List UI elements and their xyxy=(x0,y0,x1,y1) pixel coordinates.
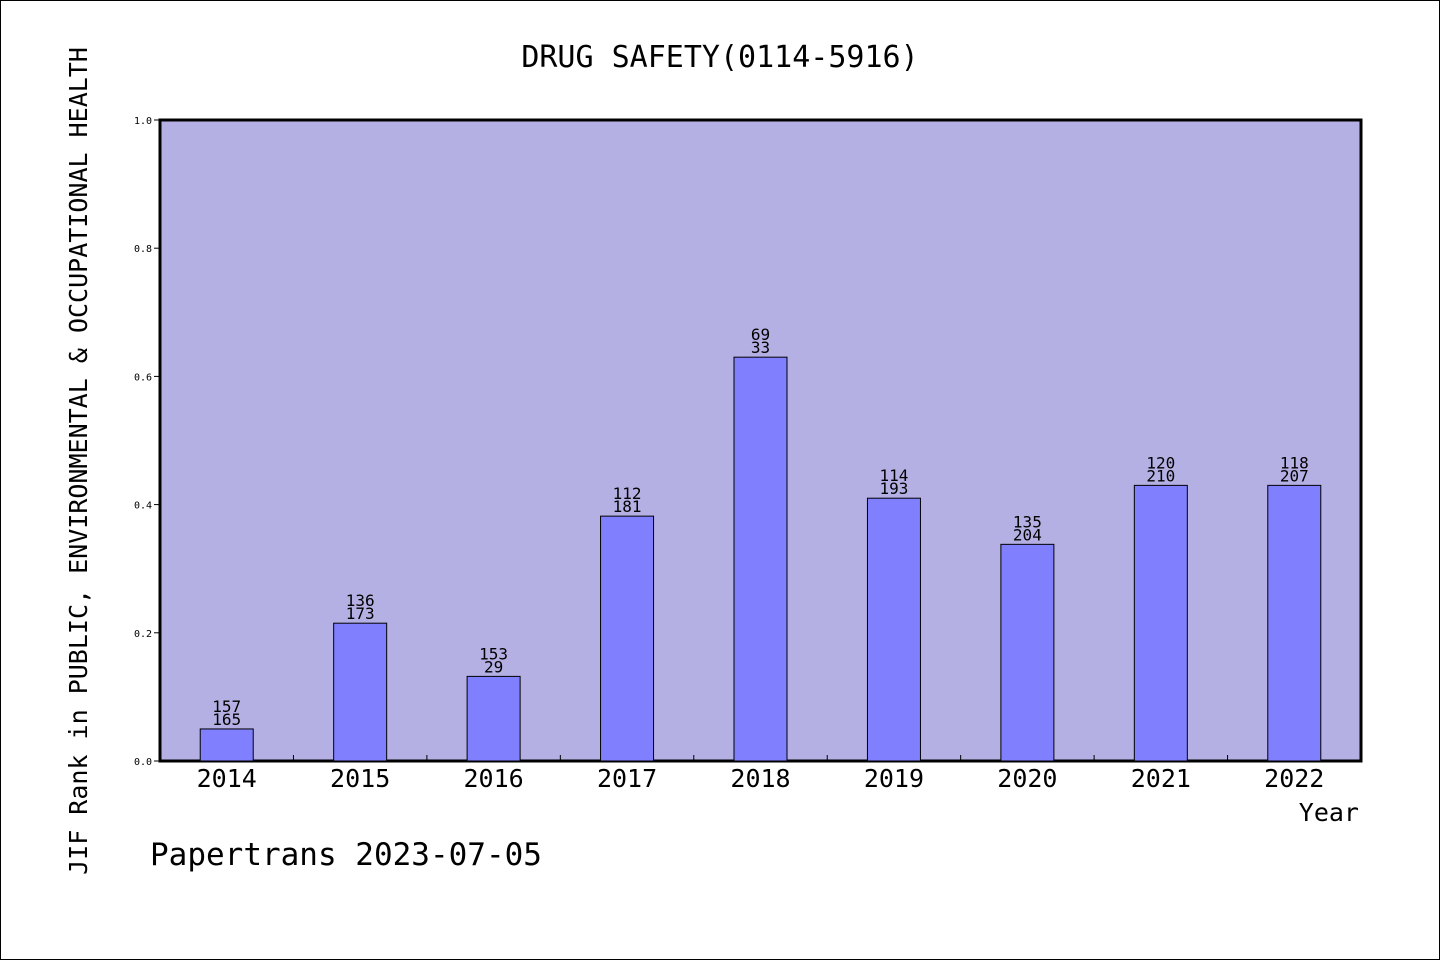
bar xyxy=(466,675,521,762)
bar-label-top: 136 xyxy=(346,591,375,610)
bar-label-bottom: 210 xyxy=(1146,466,1175,485)
chart-title: DRUG SAFETY(0114-5916) xyxy=(521,40,918,75)
bar-label-bottom: 181 xyxy=(613,497,642,516)
y-tick-label: 0.2 xyxy=(134,629,152,640)
bar xyxy=(733,356,788,762)
bar-series xyxy=(199,356,1322,762)
y-tick-label: 0.4 xyxy=(134,501,152,512)
x-tick-label: 2017 xyxy=(597,764,657,793)
bar-label-bottom: 33 xyxy=(751,338,770,357)
bar xyxy=(866,497,921,762)
bar xyxy=(199,728,254,762)
bar xyxy=(333,622,388,762)
x-tick-label: 2020 xyxy=(997,764,1057,793)
bar-label-top: 69 xyxy=(751,325,770,344)
x-axis: 2014 2015 2016 2017 2018 2019 2020 2021 2022 xyxy=(197,755,1324,793)
x-axis-label: Year xyxy=(1299,798,1359,827)
footer-stamp: Papertrans 2023-07-05 xyxy=(150,837,542,873)
bar xyxy=(1000,543,1055,762)
bar-label-top: 135 xyxy=(1013,512,1042,531)
bar-label-bottom: 165 xyxy=(212,710,241,729)
y-tick-label: 0.8 xyxy=(134,244,152,255)
bar-label-bottom: 207 xyxy=(1280,466,1309,485)
bar-label-bottom: 193 xyxy=(879,479,908,498)
bar xyxy=(1133,484,1188,762)
y-tick-label: 0.0 xyxy=(134,757,152,768)
bar-label-top: 153 xyxy=(479,644,508,663)
x-tick-label: 2021 xyxy=(1131,764,1191,793)
bar-label-top: 120 xyxy=(1146,453,1175,472)
bar-label-top: 112 xyxy=(613,484,642,503)
x-tick-label: 2018 xyxy=(730,764,790,793)
x-tick-label: 2019 xyxy=(864,764,924,793)
bar-label-bottom: 173 xyxy=(346,604,375,623)
y-tick-label: 1.0 xyxy=(134,116,152,127)
x-tick-label: 2014 xyxy=(197,764,257,793)
bar-label-top: 157 xyxy=(212,697,241,716)
x-tick-label: 2015 xyxy=(330,764,390,793)
y-axis-label: JIF Rank in PUBLIC, ENVIRONMENTAL & OCCU… xyxy=(64,47,93,875)
y-axis: 0.0 0.2 0.4 0.6 0.8 1.0 xyxy=(134,116,160,768)
bar-label-bottom: 29 xyxy=(484,657,503,676)
y-tick-label: 0.6 xyxy=(134,372,152,383)
x-tick-label: 2016 xyxy=(464,764,524,793)
bar-label-top: 118 xyxy=(1280,453,1309,472)
bar-label-bottom: 204 xyxy=(1013,525,1042,544)
bar xyxy=(1267,484,1322,762)
x-tick-label: 2022 xyxy=(1264,764,1324,793)
bar-label-top: 114 xyxy=(879,466,908,485)
bar xyxy=(600,515,655,762)
